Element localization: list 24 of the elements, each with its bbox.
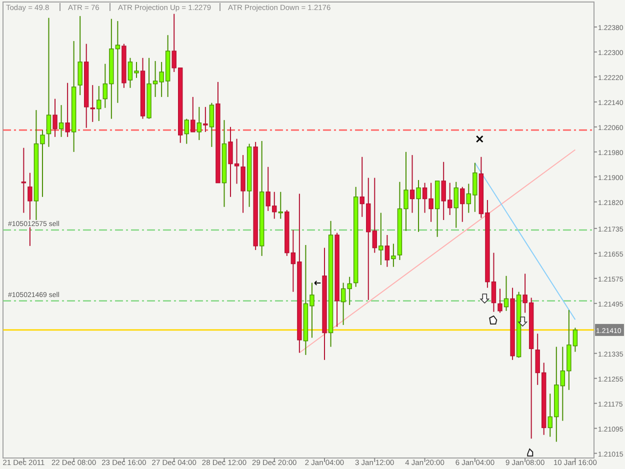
candlestick: [498, 288, 502, 314]
candlestick: [190, 96, 196, 132]
candlestick: [378, 212, 384, 266]
candlestick: [184, 118, 189, 144]
candlestick: [454, 181, 458, 228]
candlestick: [460, 186, 465, 222]
candlestick: [96, 86, 102, 122]
candlestick: [209, 102, 214, 148]
candlestick: [52, 98, 58, 138]
candlestick: [196, 106, 202, 141]
candlestick: [90, 84, 95, 122]
candlestick: [391, 243, 396, 268]
candlestick: [78, 16, 82, 96]
candlestick: [58, 104, 64, 138]
candlestick: [21, 147, 26, 214]
candlestick: [203, 106, 208, 132]
candlestick: [504, 275, 509, 312]
candlestick: [278, 191, 283, 220]
candlestick: [65, 82, 70, 138]
candlestick: [416, 180, 421, 232]
candlestick: [46, 17, 52, 148]
candlestick: [410, 154, 415, 214]
candlestick: [372, 177, 377, 254]
candlestick: [384, 234, 390, 268]
